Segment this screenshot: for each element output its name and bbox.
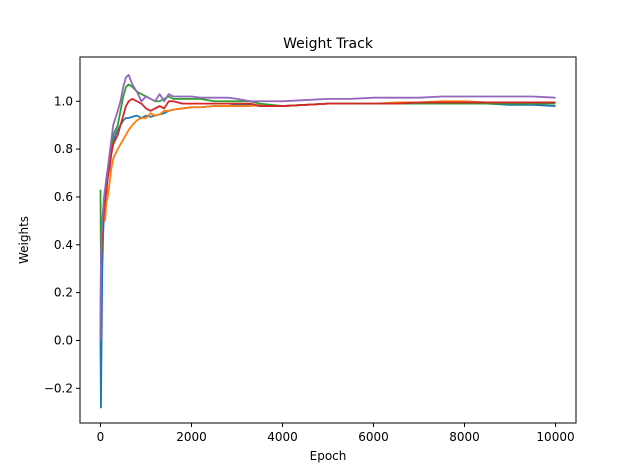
series-line-4	[99, 97, 556, 339]
x-tick-label: 4000	[267, 430, 298, 444]
x-tick-label: 6000	[358, 430, 389, 444]
x-tick-label: 8000	[449, 430, 480, 444]
x-axis-title: Epoch	[310, 449, 347, 463]
x-axis: 0 2000 4000 6000 8000 10000	[97, 423, 575, 444]
y-tick-label: 0.6	[54, 190, 73, 204]
chart-title: Weight Track	[283, 36, 374, 52]
plot-lines	[99, 74, 556, 409]
y-axis-title: Weights	[17, 216, 31, 264]
series-line-2	[99, 100, 556, 341]
series-line-5	[99, 74, 556, 341]
y-tick-label: −0.2	[44, 381, 73, 395]
x-tick-label: 10000	[536, 430, 574, 444]
y-tick-label: 0.2	[54, 286, 73, 300]
plot-frame	[79, 56, 577, 424]
y-tick-label: 0.8	[54, 142, 73, 156]
y-tick-label: 1.0	[54, 94, 73, 108]
series-line-1	[99, 102, 556, 409]
x-tick-label: 2000	[176, 430, 207, 444]
y-tick-label: 0.4	[54, 238, 73, 252]
y-axis: −0.2 0.0 0.2 0.4 0.6 0.8 1.0	[44, 94, 80, 395]
x-tick-label: 0	[97, 430, 105, 444]
y-tick-label: 0.0	[54, 333, 73, 347]
